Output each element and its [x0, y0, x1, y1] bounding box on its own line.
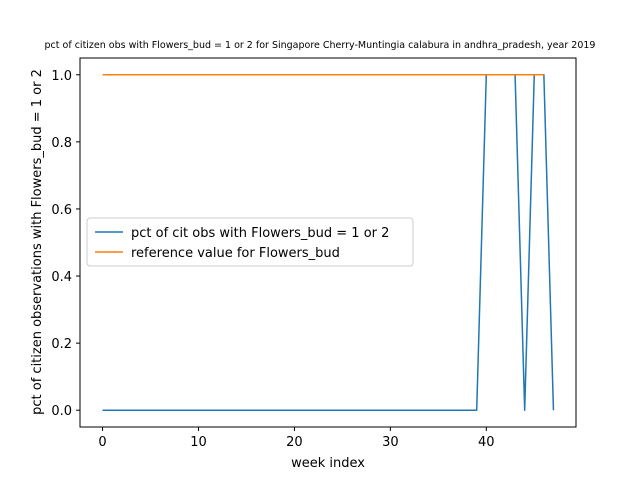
y-tick-label: 0.8 — [51, 136, 72, 151]
y-tick-label: 0.2 — [51, 337, 72, 352]
axes-frame — [79, 57, 577, 428]
x-axis: 0 10 20 30 40 — [98, 427, 495, 450]
chart-title: pct of citizen obs with Flowers_bud = 1 … — [45, 40, 596, 51]
legend-box — [86, 217, 414, 267]
series-layer — [102, 74, 555, 411]
series-line-1 — [102, 74, 555, 411]
legend-label-series-1: pct of cit obs with Flowers_bud = 1 or 2 — [131, 226, 389, 241]
y-tick-label: 1.0 — [51, 69, 72, 84]
y-tick-label: 0.4 — [51, 270, 72, 285]
x-tick-label: 40 — [478, 435, 495, 450]
x-tick-label: 20 — [286, 435, 303, 450]
x-axis-label: week index — [291, 456, 365, 471]
legend: pct of cit obs with Flowers_bud = 1 or 2… — [86, 217, 414, 267]
x-tick-label: 30 — [382, 435, 399, 450]
x-tick-label: 10 — [190, 435, 207, 450]
legend-label-series-2: reference value for Flowers_bud — [131, 246, 340, 261]
x-tick-label: 0 — [98, 435, 106, 450]
y-axis: 0.0 0.2 0.4 0.6 0.8 1.0 — [51, 69, 80, 419]
y-tick-label: 0.6 — [51, 203, 72, 218]
y-axis-label: pct of citizen observations with Flowers… — [30, 69, 45, 415]
y-tick-label: 0.0 — [51, 404, 72, 419]
